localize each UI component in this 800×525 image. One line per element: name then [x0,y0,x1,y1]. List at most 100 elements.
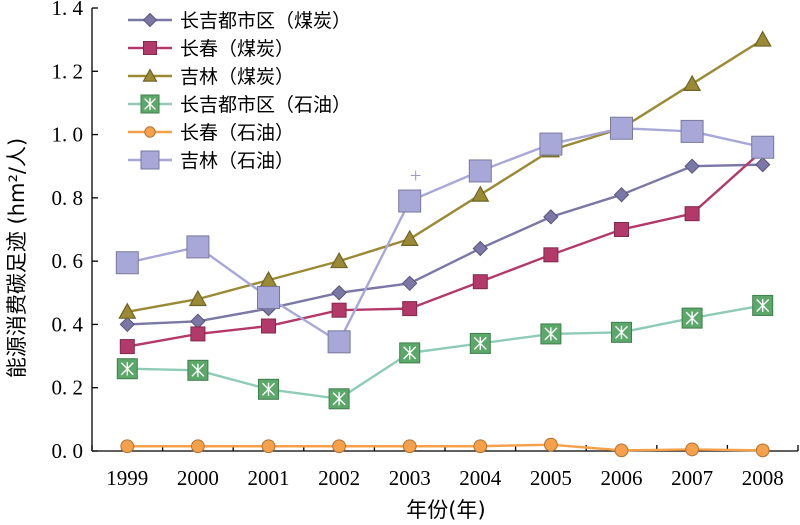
legend-marker [143,41,157,55]
data-point [752,294,774,316]
x-tick-label: 2008 [742,466,784,490]
series-line [127,127,763,344]
y-axis-title: 能源消费碳足迹 (hm²/人) [5,138,29,378]
data-point [684,158,700,174]
series-line [127,163,763,326]
legend-label: 长春（煤炭） [180,38,294,60]
legend-item: 吉林（煤炭） [128,66,294,88]
y-tick-label: 1. 0 [52,123,84,147]
data-point [261,439,276,454]
legend-label: 长春（石油） [180,122,294,144]
data-point [402,301,418,317]
data-point [755,443,770,458]
legend-item: 吉林（石油） [128,150,294,172]
y-tick-label: 0. 0 [52,439,84,463]
data-point [327,330,351,354]
data-point [115,251,139,275]
legend-marker [140,150,160,170]
legend-item: 长春（石油） [128,122,294,144]
data-point [473,439,488,454]
data-point [119,339,135,355]
data-point [190,326,206,342]
data-point [402,439,417,454]
x-tick-label: 2004 [459,466,502,490]
marker-star [191,363,205,377]
marker-star [473,336,487,351]
data-point [681,307,703,329]
data-point [120,439,135,454]
y-tick-label: 1. 4 [52,0,84,20]
data-point [684,206,700,222]
data-point [187,359,209,381]
data-point [332,439,347,454]
series-line [127,149,764,348]
data-point [258,378,279,400]
data-point [754,156,771,173]
legend-item: 长吉都市区（煤炭） [128,10,351,32]
legend-label: 吉林（煤炭） [180,66,294,88]
data-point [751,135,775,159]
data-point [190,313,206,329]
data-point [471,185,490,202]
data-point [610,116,633,140]
marker-star [685,311,699,325]
marker-star [332,392,346,406]
legend-marker [140,94,160,114]
data-point [543,209,559,225]
legend-marker [142,12,158,28]
series-5 [120,437,770,458]
legend: 长吉都市区（煤炭） 长春（煤炭） 吉林（煤炭） 长吉都市区（石油） 长春（石油） 吉林（石… [128,10,351,172]
data-point [472,274,488,290]
legend-marker [144,126,156,138]
annotation-mark: + [410,164,422,188]
marker-star [544,327,558,341]
data-point [539,132,563,156]
axes: 0. 0 0. 2 0. 4 0. 6 0. 8 1. 0 1. 2 1. 4 1999 2000… [52,0,799,490]
data-point [116,358,138,380]
legend-label: 长吉都市区（煤炭） [180,10,351,32]
data-point [468,159,492,183]
data-point [398,189,422,213]
x-tick-label: 2005 [530,466,572,490]
series-layer: + [115,30,775,458]
data-point [186,235,210,259]
x-tick-label: 2003 [389,466,431,490]
data-point [680,119,704,143]
data-point [683,74,702,91]
marker-star [144,98,156,110]
marker-star [615,325,628,339]
x-tick-label: 2001 [248,466,290,490]
data-point [613,186,630,203]
data-point [469,332,491,354]
x-tick-label: 2006 [601,466,643,490]
data-point [753,30,772,47]
data-point [331,285,347,301]
data-point [400,229,419,246]
marker-star [262,382,275,396]
x-tick-label: 2000 [177,466,219,490]
marker-star [756,298,770,313]
data-point [399,342,421,364]
x-tick-label: 2002 [318,466,360,490]
data-point [614,443,629,458]
series-6 [115,116,775,354]
data-point [191,439,205,454]
series-line [127,443,763,452]
data-point [261,318,276,334]
y-tick-label: 0. 2 [52,376,84,400]
x-axis-title: 年份(年) [406,498,485,522]
data-point [540,323,562,345]
legend-item: 长吉都市区（石油） [128,94,351,116]
data-point [330,251,349,269]
y-tick-label: 0. 6 [52,249,84,273]
y-tick-label: 0. 4 [52,312,84,336]
data-point [614,222,629,237]
data-point [685,442,699,457]
data-point [188,289,207,307]
legend-marker [142,68,158,82]
marker-star [403,346,417,360]
data-point [328,388,350,410]
data-point [257,286,280,310]
data-point [119,316,136,333]
